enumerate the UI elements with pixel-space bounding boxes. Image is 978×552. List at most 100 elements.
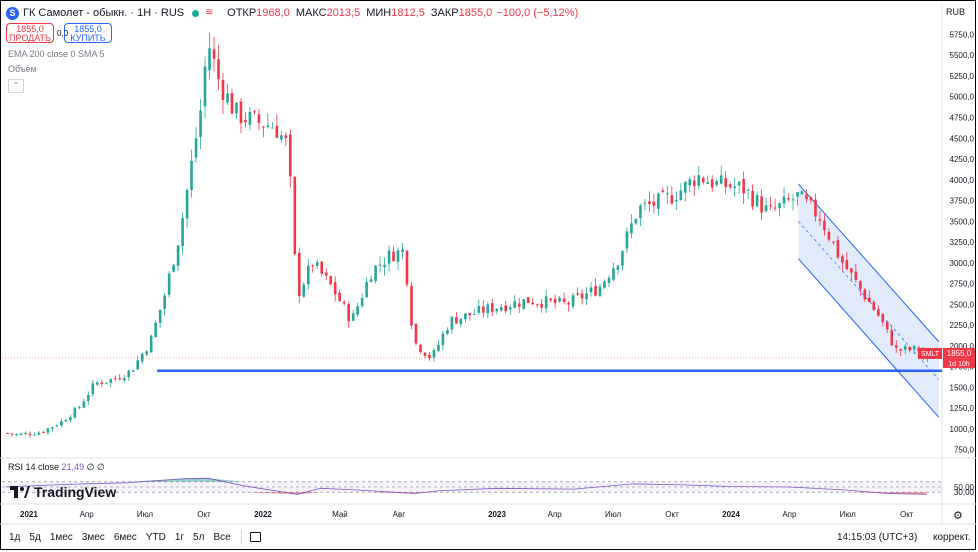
buy-button[interactable]: 1855,0 КУПИТЬ xyxy=(64,23,112,43)
candle-body xyxy=(51,427,54,429)
candle-body xyxy=(46,428,50,433)
candle-body xyxy=(903,346,907,350)
countdown-bg xyxy=(943,358,975,368)
candle-body xyxy=(342,301,346,304)
y-tick-label: 1000,0 xyxy=(950,425,975,434)
change-value: −100,0 (−5,12%) xyxy=(496,7,579,19)
candle-body xyxy=(827,231,831,240)
spread-value: 0,0 xyxy=(57,29,69,38)
x-tick-label: 2021 xyxy=(20,510,38,519)
y-tick-label: 5750,0 xyxy=(950,30,975,39)
candle-body xyxy=(832,241,835,243)
x-tick-label: Июл xyxy=(605,510,622,519)
candle-body xyxy=(423,352,427,356)
ema-legend[interactable]: EMA 200 close 0 SMA 5 xyxy=(8,49,105,59)
candle-body xyxy=(432,349,436,358)
candle-body xyxy=(284,135,288,138)
candle-body xyxy=(549,298,552,301)
candle-body xyxy=(118,378,122,380)
candle-body xyxy=(612,268,615,280)
x-tick-label: 2024 xyxy=(722,510,740,519)
candle-body xyxy=(490,303,494,312)
toolbar-divider xyxy=(240,530,242,544)
clock[interactable]: 14:15:03 (UTC+3) xyxy=(837,532,918,543)
calendar-icon[interactable] xyxy=(249,532,261,542)
candle-body xyxy=(621,250,624,266)
candle-body xyxy=(634,218,638,224)
symbol-logo[interactable]: S xyxy=(6,6,19,20)
candle-body xyxy=(899,349,903,351)
channel-mid-line xyxy=(798,221,940,380)
timeframe-6m[interactable]: 6мес xyxy=(113,531,137,543)
candle-body xyxy=(33,434,36,436)
tradingview-mark-icon xyxy=(10,486,30,498)
rsi-tick-label: 30,00 xyxy=(954,488,975,497)
candle-body xyxy=(401,249,404,253)
candle-body xyxy=(890,330,894,346)
timeframe-1d[interactable]: 1д xyxy=(9,531,21,543)
candle-body xyxy=(715,180,719,186)
candle-body xyxy=(805,194,808,200)
y-tick-label: 2750,0 xyxy=(950,280,975,289)
rsi-legend[interactable]: RSI 14 close 21,49 ∅ ∅ xyxy=(8,462,105,473)
settings-gear-icon[interactable]: ⚙ xyxy=(953,510,963,522)
candle-body xyxy=(737,181,741,186)
candle-body xyxy=(100,382,104,385)
candle-body xyxy=(697,175,701,186)
candle-body xyxy=(374,265,377,282)
brand-name: TradingView xyxy=(34,484,117,500)
candle-body xyxy=(818,219,822,221)
candle-body xyxy=(87,394,90,402)
sell-label: ПРОДАТЬ xyxy=(9,33,51,43)
candle-body xyxy=(562,298,566,302)
timeframe-1y[interactable]: 1г xyxy=(174,531,185,543)
candle-body xyxy=(639,205,642,219)
candles-group xyxy=(6,32,929,438)
candle-body xyxy=(176,245,180,266)
candle-body xyxy=(630,223,633,234)
collapse-legend-icon[interactable]: ⌃ xyxy=(8,79,24,93)
high-label: МАКС xyxy=(295,7,327,19)
timeframe-1m[interactable]: 1мес xyxy=(49,531,73,543)
candle-body xyxy=(473,313,476,315)
candle-body xyxy=(791,199,795,201)
candle-body xyxy=(746,189,750,191)
candle-body xyxy=(167,273,171,295)
candle-body xyxy=(275,125,279,138)
candle-body xyxy=(127,370,131,378)
candle-body xyxy=(809,197,813,201)
candle-body xyxy=(69,417,72,421)
timeframe-all[interactable]: Все xyxy=(213,531,231,543)
candle-body xyxy=(666,193,669,195)
candle-body xyxy=(657,193,660,209)
candle-body xyxy=(320,261,324,274)
symbol-title[interactable]: ГК Самолет - обыкн. · 1Н · RUS xyxy=(23,7,185,19)
timeframe-ytd[interactable]: YTD xyxy=(145,531,166,543)
rsi-legend-suffix: ∅ ∅ xyxy=(86,462,105,472)
candle-body xyxy=(733,186,736,189)
correction-toggle[interactable]: коррект. xyxy=(933,532,971,543)
y-tick-label: 4250,0 xyxy=(950,155,975,164)
candle-body xyxy=(203,66,207,107)
currency-label[interactable]: RUB xyxy=(946,7,966,17)
tradingview-logo[interactable]: TradingView xyxy=(10,484,116,500)
candle-body xyxy=(194,138,198,158)
candle-body xyxy=(710,179,714,188)
candle-body xyxy=(324,272,328,276)
candle-body xyxy=(760,196,763,213)
symbol-header: S ГК Самолет - обыкн. · 1Н · RUS ≋ ОТКР … xyxy=(6,4,582,22)
candle-body xyxy=(881,313,885,323)
candle-body xyxy=(428,354,431,359)
y-tick-label: 5250,0 xyxy=(950,72,975,81)
volume-legend[interactable]: Объём xyxy=(8,64,37,74)
timeframe-3m[interactable]: 3мес xyxy=(81,531,105,543)
candle-body xyxy=(338,292,341,302)
candle-body xyxy=(221,80,225,100)
y-tick-label: 1250,0 xyxy=(950,404,975,413)
sell-button[interactable]: 1855,0 ПРОДАТЬ xyxy=(6,23,54,43)
timeframe-5y[interactable]: 5л xyxy=(193,531,205,543)
candle-body xyxy=(616,265,620,270)
timeframe-5d[interactable]: 5д xyxy=(29,531,41,543)
candle-body xyxy=(10,433,14,435)
